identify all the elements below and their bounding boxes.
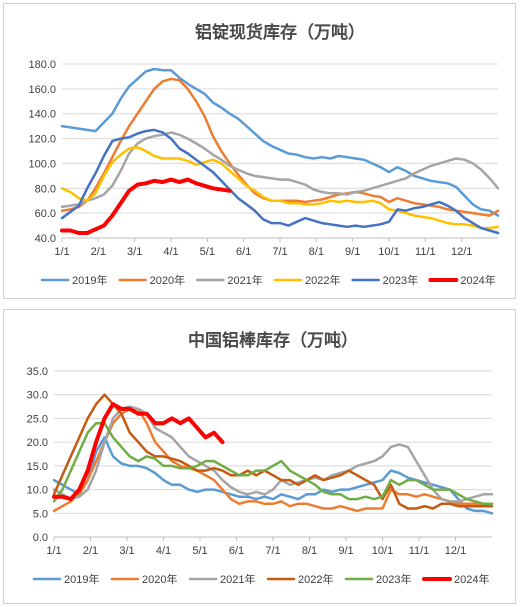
chart-title: 中国铝棒库存（万吨） [188,330,358,351]
x-tick-label: 4/1 [163,246,178,258]
legend-label: 2019年 [64,572,99,586]
x-tick-label: 8/1 [302,545,317,557]
y-tick-label: 100.0 [28,158,56,170]
series-line-2023 [60,128,500,235]
series-line-2021 [60,131,500,209]
series-line-2022 [60,146,500,230]
y-tick-label: 0.0 [33,532,48,544]
legend-label: 2023年 [383,273,418,287]
x-tick-label: 8/1 [309,246,324,258]
y-tick-label: 80.0 [35,183,56,195]
x-tick-label: 6/1 [236,246,251,258]
x-tick-label: 3/1 [127,246,142,258]
series-line-2024 [60,177,232,235]
legend-label: 2021年 [227,273,262,287]
rod-inventory-chart: 中国铝棒库存（万吨） 0.0 5.0 10.0 15.0 20.0 25.0 30.0 35.0… [27,330,494,586]
x-tick-label: 12/1 [445,545,466,557]
x-tick-label: 11/1 [409,545,430,557]
y-tick-label: 25.0 [27,413,48,425]
x-tick-label: 2/1 [83,545,98,557]
y-tick-label: 40.0 [35,233,56,245]
spot-inventory-chart: 铝锭现货库存（万吨） 40.0 60.0 80.0 100.0 120.0 140.0 160… [28,22,500,287]
y-tick-label: 30.0 [27,390,48,402]
chart-title: 铝锭现货库存（万吨） [195,22,365,43]
x-tick-label: 10/1 [372,545,393,557]
y-tick-label: 5.0 [33,508,48,520]
x-tick-label: 5/1 [200,246,215,258]
series-line-2024 [52,402,225,502]
legend-label: 2022年 [298,572,333,586]
y-tick-label: 20.0 [27,437,48,449]
series-line-2020 [52,407,494,513]
y-tick-label: 160.0 [28,84,56,96]
x-tick-label: 1/1 [54,246,69,258]
y-tick-label: 120.0 [28,134,56,146]
rod-inventory-chart-panel: 中国铝棒库存（万吨） 0.0 5.0 10.0 15.0 20.0 25.0 30.0 35.0… [3,309,516,604]
x-tick-label: 1/1 [46,545,61,557]
legend-label: 2021年 [220,572,255,586]
x-tick-label: 11/1 [415,246,436,258]
legend-label: 2024年 [454,572,489,586]
y-tick-label: 140.0 [28,109,56,121]
legend-label: 2020年 [142,572,177,586]
y-tick-label: 60.0 [35,208,56,220]
legend-label: 2023年 [376,572,411,586]
x-tick-label: 9/1 [338,545,353,557]
x-tick-label: 6/1 [229,545,244,557]
x-tick-label: 9/1 [345,246,360,258]
spot-inventory-chart-panel: 铝锭现货库存（万吨） 40.0 60.0 80.0 100.0 120.0 140.0 160… [3,3,516,299]
legend-label: 2022年 [305,273,340,287]
legend-label: 2024年 [460,273,495,287]
x-tick-label: 5/1 [192,545,207,557]
legend-label: 2020年 [150,273,185,287]
x-tick-label: 2/1 [91,246,106,258]
x-tick-label: 4/1 [156,545,171,557]
series-line-2023 [52,421,494,506]
y-tick-label: 35.0 [27,366,48,378]
x-tick-label: 7/1 [265,545,280,557]
x-tick-label: 7/1 [272,246,287,258]
x-tick-label: 10/1 [378,246,399,258]
x-tick-label: 12/1 [451,246,472,258]
y-tick-label: 15.0 [27,461,48,473]
y-tick-label: 10.0 [27,485,48,497]
x-tick-label: 3/1 [119,545,134,557]
y-tick-label: 180.0 [28,59,56,71]
series-line-2019 [60,67,500,217]
series-line-2022 [52,393,494,510]
legend-label: 2019年 [72,273,107,287]
